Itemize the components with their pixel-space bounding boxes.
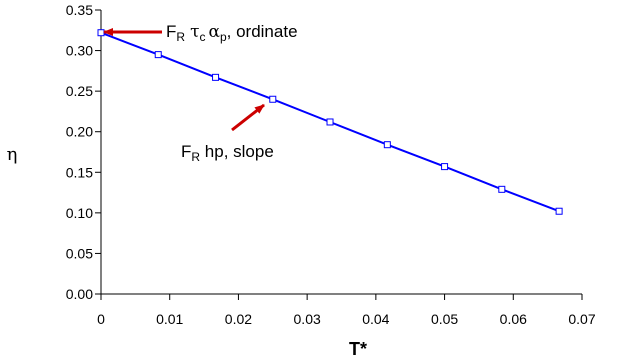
annotation-label-slope: FR hp, slope xyxy=(181,142,274,164)
data-point xyxy=(269,95,277,103)
y-tick-label: 0.35 xyxy=(66,2,93,18)
annot2-f: F xyxy=(181,142,191,161)
x-tick-label: 0.02 xyxy=(225,311,252,327)
axes xyxy=(100,10,582,295)
x-tick-label: 0 xyxy=(97,311,105,327)
annot1-f: F xyxy=(166,22,176,41)
annot1-tail: , ordinate xyxy=(227,22,298,41)
data-point xyxy=(383,141,391,149)
annot1-r: R xyxy=(176,30,185,44)
data-point xyxy=(441,163,449,171)
x-tick-label: 0.01 xyxy=(156,311,183,327)
data-point xyxy=(212,73,220,81)
data-point xyxy=(326,118,334,126)
x-tick-label: 0.07 xyxy=(568,311,595,327)
annot2-r: R xyxy=(191,150,200,164)
x-tick-label: 0.06 xyxy=(500,311,527,327)
y-tick-label: 0.25 xyxy=(66,83,93,99)
data-point xyxy=(154,51,162,59)
annotation-arrow-slope xyxy=(231,103,265,132)
annot1-c: c xyxy=(199,30,205,44)
y-tick-label: 0.20 xyxy=(66,124,93,140)
y-tick-labels: 0.00 0.05 0.10 0.15 0.20 0.25 0.30 0.35 xyxy=(66,2,101,302)
data-series xyxy=(97,29,563,215)
y-tick-label: 0.30 xyxy=(66,43,93,59)
x-axis-title: T* xyxy=(349,339,367,359)
data-point xyxy=(97,29,105,37)
data-point xyxy=(498,185,506,193)
x-tick-label: 0.05 xyxy=(431,311,458,327)
annot1-alpha: α xyxy=(208,22,220,42)
annot1-p: p xyxy=(220,30,227,44)
y-tick-label: 0.05 xyxy=(66,245,93,261)
y-axis-title: η xyxy=(7,144,18,165)
annot1-tau: τ xyxy=(190,22,199,42)
y-tick-label: 0.00 xyxy=(66,286,93,302)
x-tick-label: 0.03 xyxy=(294,311,321,327)
data-point xyxy=(555,207,563,215)
annot2-tail: hp, slope xyxy=(200,142,274,161)
x-tick-label: 0.04 xyxy=(362,311,389,327)
y-tick-label: 0.15 xyxy=(66,164,93,180)
x-tick-labels: 0 0.01 0.02 0.03 0.04 0.05 0.06 0.07 xyxy=(97,294,596,327)
y-tick-label: 0.10 xyxy=(66,205,93,221)
annotation-label-ordinate: FR τc αp, ordinate xyxy=(166,22,298,44)
